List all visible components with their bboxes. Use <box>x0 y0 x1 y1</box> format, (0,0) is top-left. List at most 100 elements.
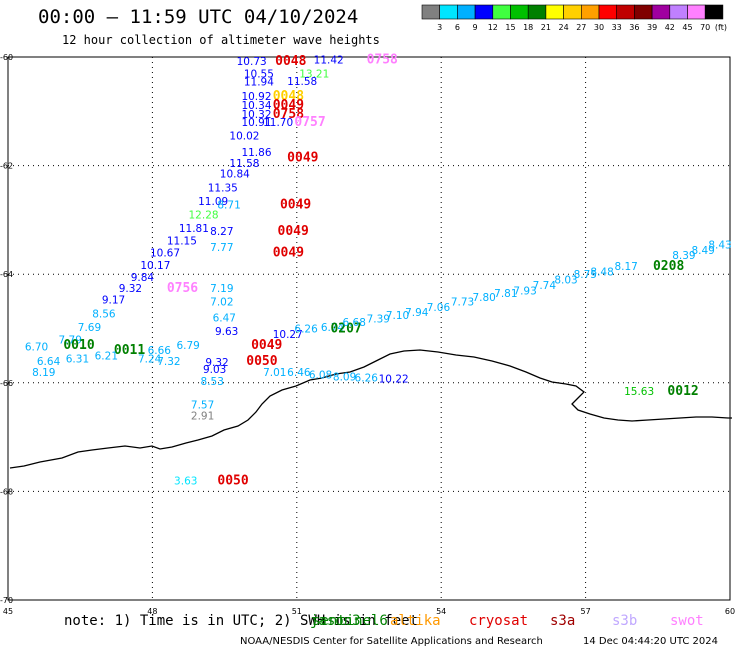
wave-height-label: 8.03 <box>554 275 577 287</box>
lat-tick-label: -66 <box>0 379 13 388</box>
colorbar-swatch <box>563 4 582 20</box>
wave-height-label: 8.39 <box>672 250 695 262</box>
wave-height-label: 6.74 <box>321 322 345 334</box>
lat-tick-label: -60 <box>0 53 13 62</box>
colorbar-tick-label: 15 <box>505 23 515 32</box>
wave-height-label: 8.17 <box>614 261 637 273</box>
colorbar-swatch <box>704 4 724 20</box>
satellite-legend-jason3: jason3 <box>310 613 361 629</box>
wave-height-label: 7.02 <box>210 296 233 308</box>
colorbar-tick-label: 9 <box>473 23 478 32</box>
wave-height-label: 6.46 <box>287 367 311 379</box>
footer-generated-time: 14 Dec 04:44:20 UTC 2024 <box>583 636 718 647</box>
colorbar-tick-label: 3 <box>437 23 442 32</box>
colorbar-swatch <box>439 4 458 20</box>
wave-height-label: 11.09 <box>198 196 228 208</box>
wave-height-label: 10.02 <box>229 131 259 143</box>
wave-height-label: 7.69 <box>78 322 101 334</box>
wave-height-label: 11.86 <box>241 147 271 159</box>
colorbar-swatch <box>669 4 688 20</box>
colorbar-tick-label: 18 <box>523 23 533 32</box>
lat-tick-label: -70 <box>0 596 13 605</box>
colorbar-unit: (ft) <box>715 23 727 32</box>
colorbar-tick-label: 30 <box>594 23 604 32</box>
colorbar-swatch <box>421 4 441 20</box>
wave-height-label: 8.49 <box>691 245 714 257</box>
wave-height-label: 8.71 <box>217 200 240 212</box>
wave-height-label: 10.34 <box>241 100 271 112</box>
pass-time-label: 0756 <box>167 281 198 296</box>
colorbar-swatch <box>616 4 635 20</box>
colorbar-swatch <box>457 4 476 20</box>
footer-note: note: 1) Time is in UTC; 2) SWH is in fe… <box>64 613 419 629</box>
pass-time-label: 0049 <box>251 338 282 353</box>
wave-height-label: 10.91 <box>241 117 271 129</box>
colorbar-tick-label: 24 <box>559 23 569 32</box>
wave-height-label: 8.48 <box>590 266 613 278</box>
wave-height-label: 7.06 <box>427 302 451 314</box>
wave-height-label: 9.17 <box>102 295 125 307</box>
wave-height-label: 8.75 <box>574 269 597 281</box>
wave-height-label: 13.21 <box>299 68 329 80</box>
wave-height-label: 6.79 <box>176 340 199 352</box>
colorbar-tick-label: 21 <box>541 23 551 32</box>
lon-tick-label: 57 <box>581 607 591 616</box>
wave-height-label: 7.80 <box>472 292 495 304</box>
wave-height-label: 11.15 <box>167 236 197 248</box>
wave-height-label: 11.70 <box>263 117 293 129</box>
pass-time-label: 0049 <box>280 198 311 213</box>
wave-height-label: 7.32 <box>157 356 180 368</box>
satellite-legend-swot: swot <box>670 613 704 629</box>
colorbar-tick-label: 70 <box>700 23 710 32</box>
wave-height-label: 3.63 <box>174 476 197 488</box>
wave-height-label: 15.63 <box>624 386 654 398</box>
pass-time-label: 0208 <box>653 259 684 274</box>
pass-time-label: 0050 <box>217 474 248 489</box>
wave-height-label: 7.77 <box>210 242 233 254</box>
colorbar-tick-label: 42 <box>665 23 675 32</box>
lon-tick-label: 54 <box>436 607 446 616</box>
lat-tick-label: -68 <box>0 487 13 496</box>
pass-time-label: 0011 <box>114 343 145 358</box>
wave-height-label: 7.94 <box>405 307 429 319</box>
colorbar-tick-label: 33 <box>612 23 622 32</box>
wave-height-label: 11.81 <box>179 223 209 235</box>
wave-height-label: 6.26 <box>355 372 379 384</box>
wave-height-label: 11.58 <box>287 76 317 88</box>
satellite-legend-cryosat: cryosat <box>469 613 529 629</box>
wave-height-label: 7.39 <box>367 314 390 326</box>
wave-height-label: 9.63 <box>215 326 238 338</box>
pass-time-label: 0758 <box>367 53 398 68</box>
pass-time-label: 0048 <box>273 89 304 104</box>
lat-tick-label: -64 <box>0 270 13 279</box>
wave-height-label: 7.79 <box>59 334 82 346</box>
wave-height-label: 10.84 <box>220 169 250 181</box>
wave-height-label: 8.19 <box>32 367 55 379</box>
lat-tick-label: -62 <box>0 162 13 171</box>
colorbar-swatch <box>510 4 529 20</box>
wave-height-label: 11.58 <box>229 158 259 170</box>
wave-height-label: 6.21 <box>95 351 118 363</box>
wave-height-label: 6.31 <box>66 353 89 365</box>
colorbar-tick-label: 36 <box>629 23 639 32</box>
wave-height-label: 7.93 <box>513 285 536 297</box>
lon-tick-label: 45 <box>3 607 13 616</box>
colorbar-swatch <box>598 4 618 20</box>
wave-height-label: 6.64 <box>37 356 61 368</box>
wave-height-label: 10.92 <box>241 91 271 103</box>
satellite-legend-altika: altika <box>390 613 441 629</box>
colorbar-swatch <box>545 4 564 20</box>
wave-height-label: 10.17 <box>140 260 170 272</box>
map-title: 00:00 – 11:59 UTC 04/10/2024 <box>38 6 359 28</box>
pass-time-label: 0012 <box>667 384 698 399</box>
wave-height-label: 9.84 <box>131 272 155 284</box>
colorbar-tick-label: 12 <box>488 23 498 32</box>
satellite-legend-s3b: s3b <box>612 613 638 629</box>
lon-tick-label: 48 <box>147 607 157 616</box>
lon-tick-label: 60 <box>725 607 735 616</box>
satellite-legend-s3a: s3a <box>550 613 576 629</box>
wave-height-label: 8.43 <box>708 239 731 251</box>
wave-height-label: 10.22 <box>379 373 409 385</box>
pass-time-label: 0049 <box>287 150 318 165</box>
wave-height-label: 6.47 <box>213 313 236 325</box>
